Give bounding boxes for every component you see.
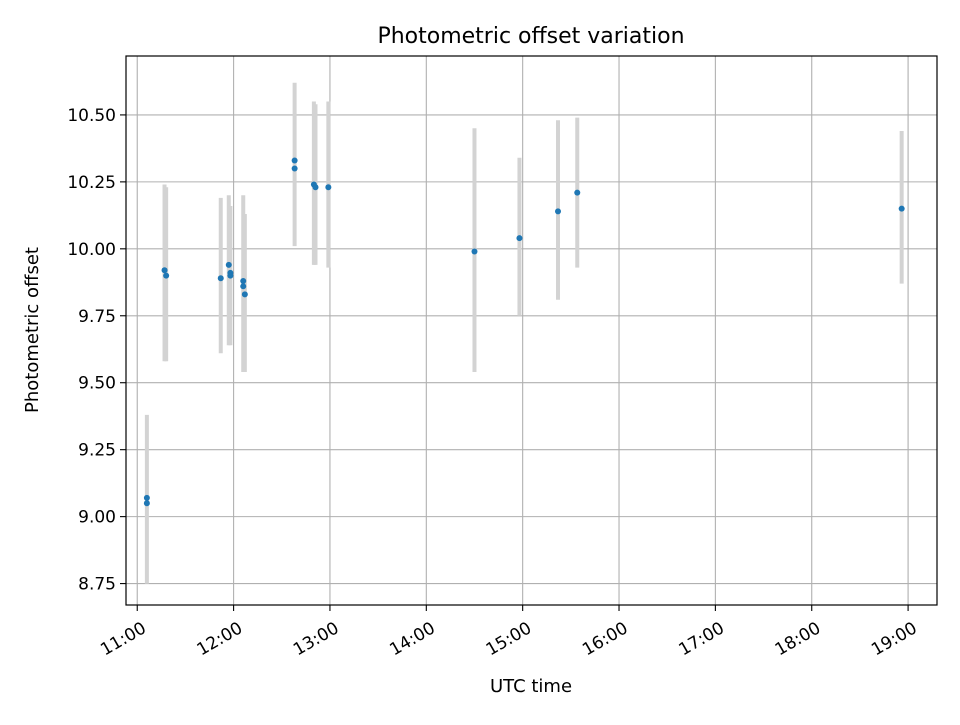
x-tick-label: 16:00 [579, 618, 631, 660]
error-bars [144, 82, 904, 584]
data-point [163, 272, 170, 279]
y-tick-label: 8.75 [78, 575, 116, 595]
y-axis-ticks: 8.75 9.00 9.25 9.50 9.75 10.00 10.25 10.50 [67, 106, 126, 595]
data-point [225, 261, 232, 268]
x-tick-label: 12:00 [194, 618, 246, 660]
data-point [574, 189, 581, 196]
plot-area-frame [125, 55, 938, 606]
data-point [291, 165, 298, 172]
data-points [143, 157, 905, 507]
data-point [471, 248, 478, 255]
y-axis-label: Photometric offset [22, 247, 43, 413]
data-point [227, 272, 234, 279]
data-point [217, 275, 224, 282]
y-tick-label: 9.50 [78, 374, 116, 394]
data-point [240, 277, 247, 284]
x-tick-label: 19:00 [868, 618, 920, 660]
data-point [161, 267, 168, 274]
x-tick-label: 13:00 [290, 618, 342, 660]
chart-title: Photometric offset variation [377, 24, 684, 49]
data-point [241, 291, 248, 298]
grid-lines [126, 56, 937, 605]
data-point [312, 184, 319, 191]
data-point [325, 184, 332, 191]
x-tick-label: 15:00 [483, 618, 535, 660]
data-point [240, 283, 247, 290]
y-tick-label: 10.25 [67, 173, 116, 193]
y-tick-label: 9.00 [78, 508, 116, 528]
y-tick-label: 10.00 [67, 240, 116, 260]
y-tick-label: 9.75 [78, 307, 116, 327]
x-axis-ticks: 11:00 12:00 13:00 14:00 15:00 16:00 17:00 18:00… [97, 605, 921, 660]
y-tick-label: 10.50 [67, 106, 116, 126]
x-tick-label: 17:00 [675, 618, 727, 660]
data-point [554, 208, 561, 215]
data-point [291, 157, 298, 164]
data-point [898, 205, 905, 212]
x-tick-label: 18:00 [772, 618, 824, 660]
data-point [516, 235, 523, 242]
y-tick-label: 9.25 [78, 441, 116, 461]
data-point [143, 500, 150, 507]
x-tick-label: 11:00 [97, 618, 149, 660]
x-axis-label: UTC time [490, 676, 572, 697]
data-point [143, 494, 150, 501]
x-tick-label: 14:00 [386, 618, 438, 660]
